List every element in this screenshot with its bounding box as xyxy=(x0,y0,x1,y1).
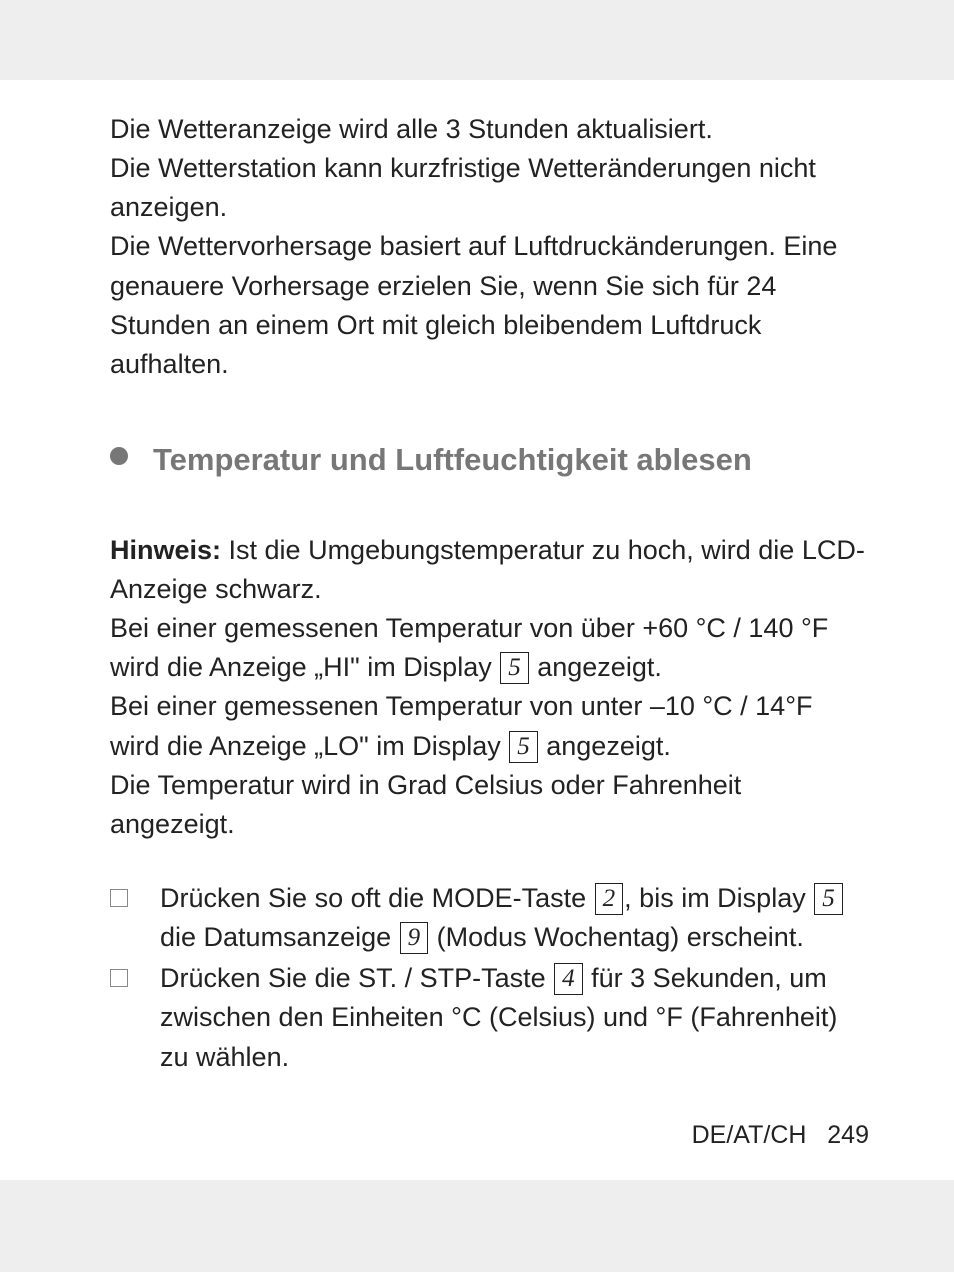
hinweis-line4: Die Temperatur wird in Grad Celsius oder… xyxy=(110,766,869,844)
footer-page: 249 xyxy=(827,1121,869,1149)
page-footer: DE/AT/CH 249 xyxy=(692,1121,869,1150)
step-text: Drücken Sie die ST. / STP-Taste 4 für 3 … xyxy=(160,959,869,1076)
hinweis-line1: Hinweis: Ist die Umgebungstemperatur zu … xyxy=(110,531,869,609)
hinweis-line3: Bei einer gemessenen Temperatur von unte… xyxy=(110,687,869,765)
intro-block: Die Wetteranzeige wird alle 3 Stunden ak… xyxy=(110,110,869,384)
hinweis-sentence1: Ist die Umgebungstemperatur zu hoch, wir… xyxy=(110,535,865,604)
step-text-fragment: (Modus Wochentag) erscheint. xyxy=(429,922,804,952)
step-row: Drücken Sie die ST. / STP-Taste 4 für 3 … xyxy=(110,959,869,1076)
intro-p2: Die Wetterstation kann kurzfristige Wett… xyxy=(110,149,869,227)
ref-box-4: 4 xyxy=(554,963,583,995)
step-text: Drücken Sie so oft die MODE-Taste 2, bis… xyxy=(160,879,869,957)
intro-p3: Die Wettervorhersage basiert auf Luftdru… xyxy=(110,227,869,384)
ref-box-5b: 5 xyxy=(509,731,538,763)
step-list: Drücken Sie so oft die MODE-Taste 2, bis… xyxy=(110,879,869,1077)
step-text-fragment: die Datumsanzeige xyxy=(160,922,399,952)
step-text-fragment: , bis im Display xyxy=(624,883,813,913)
intro-p1: Die Wetteranzeige wird alle 3 Stunden ak… xyxy=(110,110,869,149)
step-marker-icon xyxy=(110,969,128,987)
hinweis-label: Hinweis: xyxy=(110,535,221,565)
step-text-fragment: Drücken Sie die ST. / STP-Taste xyxy=(160,963,553,993)
footer-region: DE/AT/CH xyxy=(692,1121,807,1149)
section-title: Temperatur und Luftfeuchtigkeit ablesen xyxy=(153,439,752,481)
hinweis-line3-a: Bei einer gemessenen Temperatur von unte… xyxy=(110,691,813,760)
hinweis-block: Hinweis: Ist die Umgebungstemperatur zu … xyxy=(110,531,869,844)
step-row: Drücken Sie so oft die MODE-Taste 2, bis… xyxy=(110,879,869,957)
ref-box-2: 2 xyxy=(595,883,624,915)
hinweis-line3-b: angezeigt. xyxy=(539,731,671,761)
hinweis-line2-a: Bei einer gemessenen Temperatur von über… xyxy=(110,613,828,682)
step-marker-icon xyxy=(110,889,128,907)
manual-page: Die Wetteranzeige wird alle 3 Stunden ak… xyxy=(0,80,954,1180)
section-header: Temperatur und Luftfeuchtigkeit ablesen xyxy=(110,439,869,481)
ref-box-5a: 5 xyxy=(500,652,529,684)
hinweis-line2-b: angezeigt. xyxy=(530,652,662,682)
ref-box-5: 5 xyxy=(814,883,843,915)
hinweis-line2: Bei einer gemessenen Temperatur von über… xyxy=(110,609,869,687)
bullet-disc-icon xyxy=(110,447,128,465)
step-text-fragment: Drücken Sie so oft die MODE-Taste xyxy=(160,883,594,913)
ref-box-9: 9 xyxy=(400,922,429,954)
